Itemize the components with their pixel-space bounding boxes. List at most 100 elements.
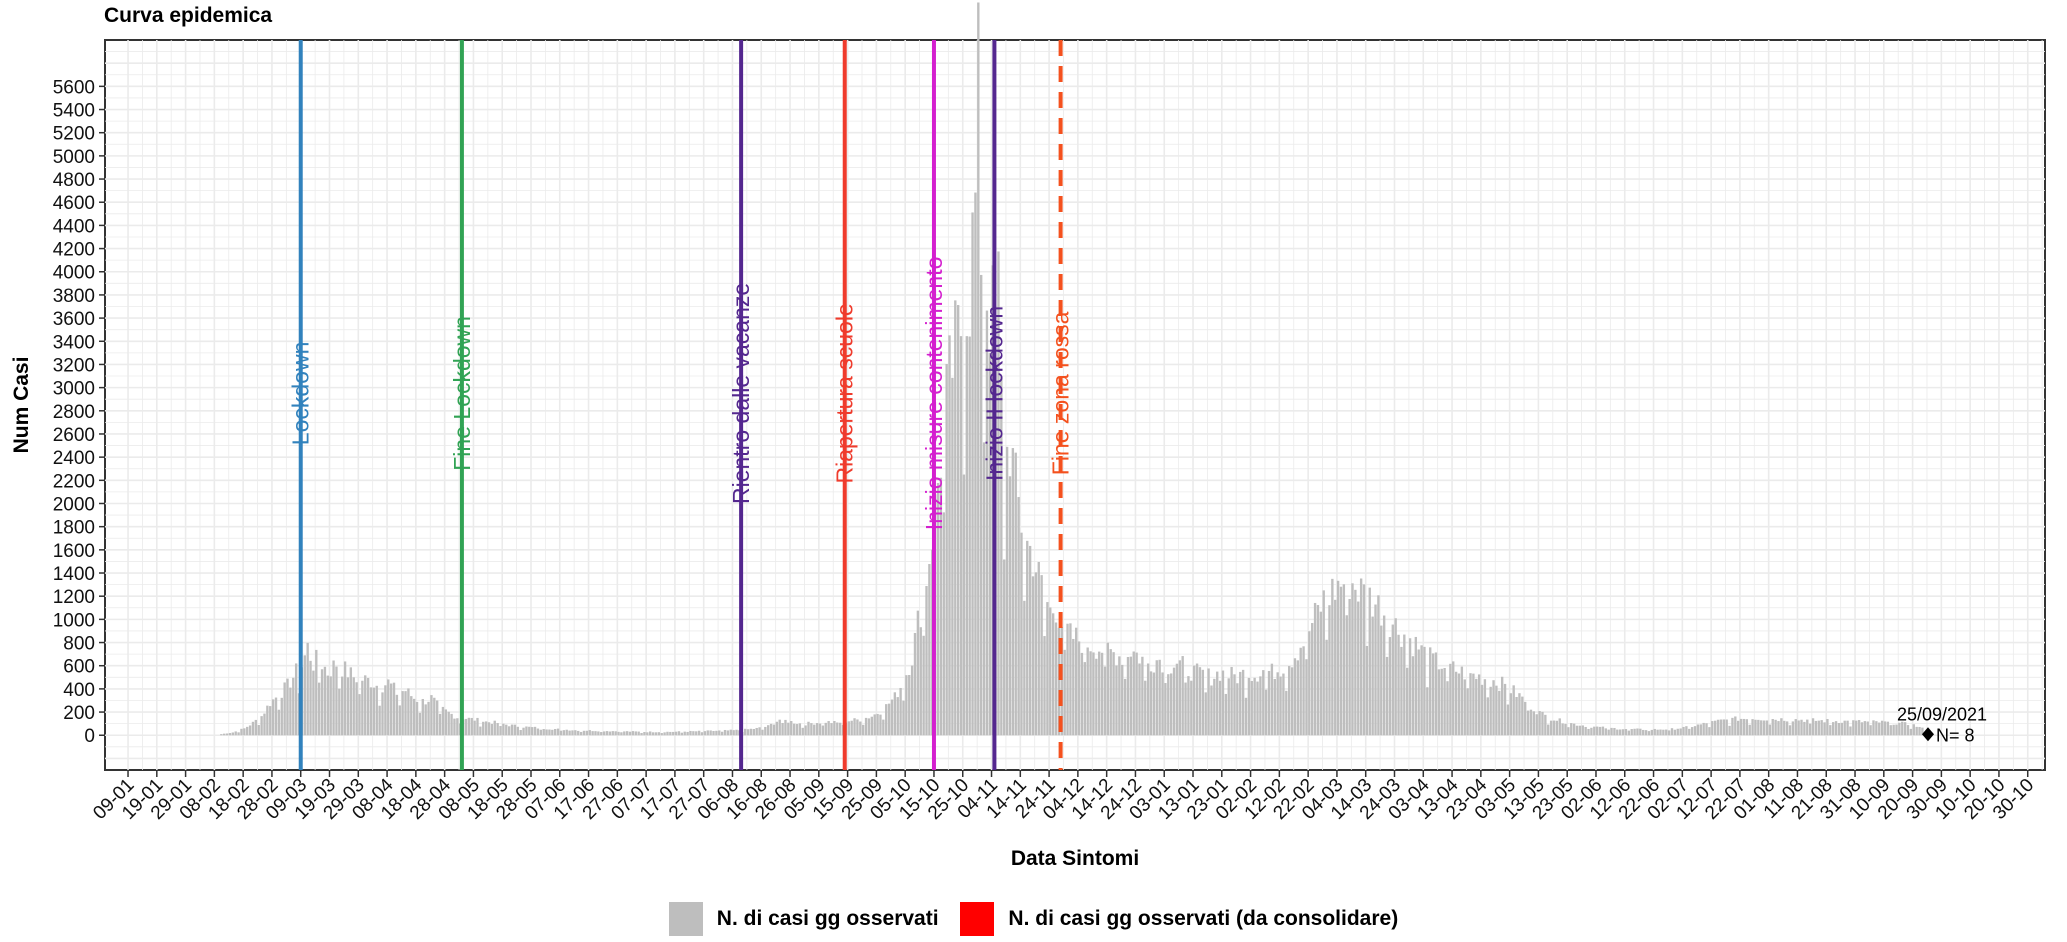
- legend-item-to-consolidate: N. di casi gg osservati (da consolidare): [960, 902, 1398, 936]
- bar: [430, 695, 433, 736]
- bar: [908, 674, 911, 736]
- bar: [551, 729, 554, 736]
- event-label: Lockdown: [288, 342, 314, 446]
- bar: [1642, 729, 1645, 736]
- bar: [625, 731, 629, 736]
- bar: [1572, 723, 1576, 736]
- bar: [1377, 595, 1380, 736]
- bar: [628, 731, 632, 736]
- bar: [1791, 721, 1795, 736]
- bar: [1475, 678, 1478, 736]
- y-tick-label: 4200: [53, 240, 95, 261]
- bar: [683, 731, 686, 736]
- bar: [1699, 724, 1702, 736]
- bar: [646, 732, 649, 736]
- bar: [1040, 575, 1043, 736]
- bar: [1264, 689, 1268, 736]
- bar: [1285, 690, 1288, 736]
- y-tick-label: 5600: [53, 77, 95, 98]
- bar: [1702, 722, 1705, 736]
- bar: [801, 727, 804, 736]
- bar: [1570, 723, 1573, 736]
- bar: [1357, 601, 1360, 736]
- bar: [1616, 729, 1619, 736]
- y-tick-label: 400: [63, 680, 95, 701]
- bar: [1690, 727, 1694, 736]
- bar: [1457, 673, 1461, 736]
- bar: [1279, 676, 1282, 736]
- bar: [1187, 676, 1190, 736]
- bar: [1057, 627, 1061, 736]
- bar: [1866, 721, 1869, 736]
- bar: [1610, 727, 1613, 736]
- bar: [1408, 638, 1412, 736]
- bar: [1529, 709, 1533, 736]
- bar: [421, 698, 424, 736]
- bar: [1080, 652, 1084, 736]
- bar: [1624, 729, 1628, 736]
- bar: [890, 699, 894, 736]
- bar: [893, 692, 897, 736]
- bar: [1049, 607, 1052, 736]
- bar: [1391, 624, 1394, 736]
- bar: [412, 698, 416, 736]
- bar: [1034, 572, 1038, 736]
- y-tick-label: 4400: [53, 216, 95, 237]
- bar: [1239, 671, 1242, 736]
- bar: [269, 706, 272, 736]
- bar: [568, 730, 571, 736]
- bar: [556, 728, 560, 736]
- bar: [1100, 652, 1104, 736]
- bar: [588, 730, 591, 736]
- bar: [1665, 729, 1668, 736]
- bar: [1161, 672, 1164, 736]
- bar: [231, 732, 235, 736]
- bar: [456, 718, 459, 736]
- bar: [401, 691, 404, 736]
- bar: [703, 731, 707, 736]
- bar: [349, 667, 353, 736]
- bar: [309, 660, 312, 736]
- bar: [1031, 576, 1035, 736]
- bar: [528, 726, 531, 736]
- bar: [674, 731, 678, 736]
- bar: [1371, 616, 1374, 736]
- bar: [1498, 690, 1501, 736]
- bar: [680, 732, 684, 736]
- bar: [1875, 721, 1878, 736]
- bar: [1547, 724, 1550, 736]
- bar: [1472, 673, 1475, 736]
- bar: [1886, 721, 1890, 736]
- bar: [885, 704, 888, 736]
- bar: [1348, 598, 1351, 736]
- bar: [1492, 680, 1495, 736]
- bar: [418, 712, 422, 736]
- bar: [1460, 666, 1464, 736]
- bar: [919, 627, 922, 736]
- bar: [1129, 656, 1133, 736]
- bar: [476, 717, 479, 736]
- bar: [248, 725, 252, 736]
- bar: [263, 713, 266, 736]
- bar: [1273, 678, 1276, 736]
- bar: [312, 670, 315, 736]
- bar: [1705, 723, 1708, 736]
- bar: [1158, 659, 1161, 736]
- event-lines: Lockdown Fine Lockdown Rientro dalle vacan…: [288, 40, 1074, 770]
- bar: [364, 675, 367, 736]
- bar: [539, 729, 542, 736]
- bar: [1708, 727, 1711, 736]
- bar: [1788, 725, 1792, 736]
- bar: [1662, 729, 1665, 736]
- bar: [1135, 652, 1138, 736]
- bar: [1883, 721, 1887, 736]
- bar: [1863, 721, 1867, 736]
- bar: [971, 212, 974, 736]
- bar: [1092, 652, 1095, 736]
- bar: [735, 729, 738, 736]
- bar: [1118, 656, 1121, 736]
- y-tick-label: 3000: [53, 379, 95, 400]
- bar: [1221, 670, 1225, 736]
- bar: [850, 720, 853, 736]
- bar: [1287, 666, 1291, 736]
